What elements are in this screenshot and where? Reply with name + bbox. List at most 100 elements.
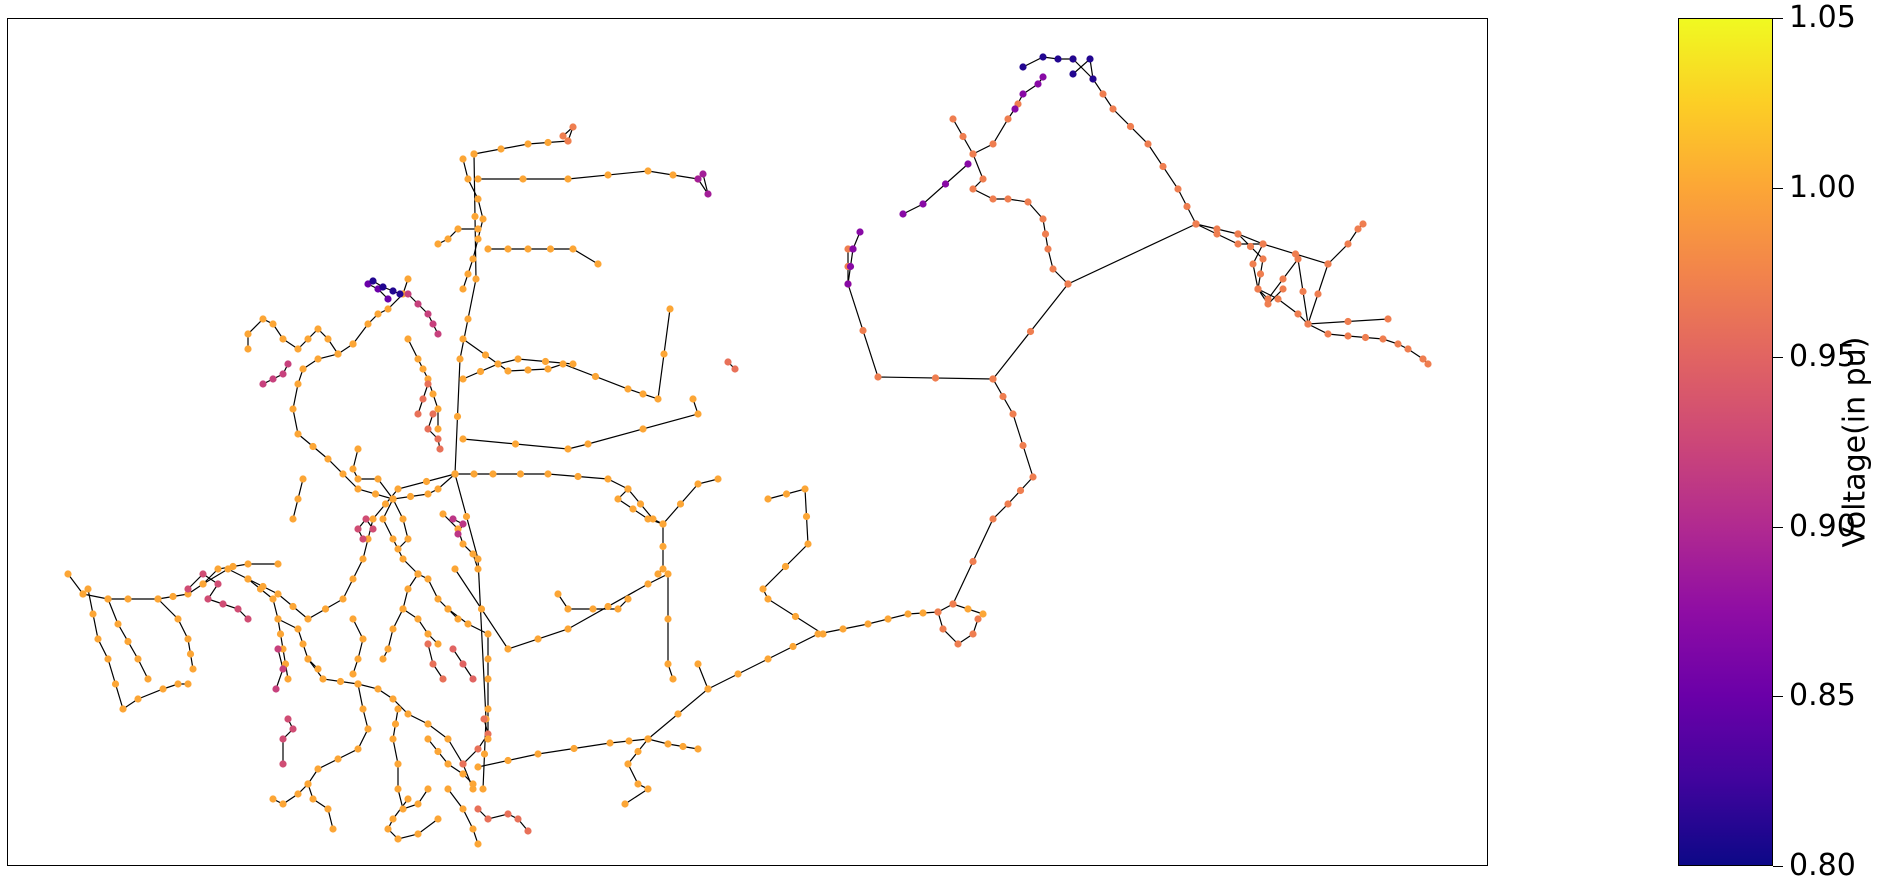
bus-node — [379, 283, 387, 291]
bus-node — [679, 742, 687, 751]
bus-node — [504, 645, 512, 653]
bus-node — [1314, 290, 1322, 298]
bus-node — [469, 785, 477, 793]
bus-node — [276, 630, 285, 638]
bus-node — [497, 145, 505, 153]
bus-node — [314, 765, 322, 773]
bus-node — [919, 609, 927, 617]
bus-node — [349, 340, 357, 348]
bus-node — [1299, 287, 1307, 296]
bus-node — [979, 175, 987, 183]
bus-node — [694, 480, 702, 488]
bus-node — [389, 625, 397, 633]
bus-node — [184, 590, 192, 598]
bus-node — [1159, 162, 1167, 171]
bus-node — [654, 570, 662, 578]
bus-node — [214, 580, 222, 588]
bus-node — [379, 515, 387, 523]
bus-node — [802, 512, 811, 521]
bus-node — [1384, 315, 1392, 323]
bus-node — [1419, 355, 1427, 363]
bus-node — [389, 695, 397, 703]
bus-node — [294, 495, 302, 503]
bus-node — [604, 171, 612, 179]
colorbar-tick — [1773, 18, 1783, 19]
bus-node — [1019, 441, 1027, 450]
bus-node — [959, 132, 967, 141]
bus-node — [469, 780, 477, 788]
bus-node — [519, 175, 527, 183]
bus-node — [1099, 90, 1107, 98]
bus-node — [624, 485, 632, 493]
bus-node — [1029, 473, 1037, 481]
colorbar-tick-label: 1.05 — [1789, 0, 1856, 35]
bus-node — [1279, 275, 1287, 283]
bus-node — [244, 345, 252, 353]
bus-node — [309, 442, 317, 451]
bus-node — [474, 840, 482, 848]
bus-node — [274, 590, 282, 598]
bus-node — [874, 373, 882, 381]
bus-node — [524, 827, 532, 835]
bus-node — [451, 565, 459, 573]
bus-node — [294, 345, 302, 353]
bus-node — [476, 367, 485, 376]
bus-node — [474, 225, 482, 233]
bus-node — [989, 140, 997, 148]
bus-node — [1004, 500, 1012, 508]
bus-node — [359, 705, 367, 713]
bus-node — [564, 137, 572, 145]
bus-node — [474, 235, 482, 243]
bus-node — [660, 350, 668, 358]
bus-node — [634, 780, 642, 788]
bus-node — [969, 185, 977, 193]
bus-node — [294, 380, 302, 388]
bus-node — [939, 625, 947, 633]
bus-node — [289, 515, 297, 523]
bus-node — [1039, 53, 1047, 61]
bus-node — [1016, 486, 1025, 495]
bus-node — [989, 195, 997, 203]
network-edge — [282, 718, 294, 764]
bus-node — [459, 155, 467, 163]
bus-node — [404, 585, 412, 593]
bus-node — [969, 557, 977, 566]
bus-node — [289, 405, 297, 413]
bus-node — [399, 555, 407, 563]
bus-node — [1264, 295, 1272, 303]
bus-node — [819, 630, 827, 638]
bus-node — [1011, 105, 1019, 113]
bus-node — [429, 320, 437, 328]
bus-node — [454, 530, 462, 538]
network-edge — [707, 603, 984, 690]
bus-node — [204, 595, 212, 603]
bus-node — [844, 245, 852, 253]
bus-node — [659, 542, 667, 551]
bus-node — [174, 680, 182, 688]
bus-node — [309, 795, 317, 803]
network-edge — [647, 663, 709, 740]
bus-node — [1086, 55, 1094, 63]
bus-node — [434, 425, 442, 433]
bus-node — [449, 645, 457, 653]
bus-node — [570, 744, 578, 753]
bus-node — [424, 380, 432, 388]
bus-node — [470, 470, 478, 478]
bus-node — [349, 615, 357, 623]
bus-node — [454, 525, 462, 533]
bus-node — [591, 372, 600, 381]
bus-node — [219, 600, 227, 608]
bus-node — [1324, 260, 1332, 268]
colorbar-tick — [1773, 187, 1783, 189]
bus-node — [1344, 332, 1352, 340]
bus-node — [364, 725, 372, 733]
bus-node — [569, 360, 577, 368]
network-edge — [67, 573, 84, 595]
bus-node — [472, 275, 480, 283]
plot-area — [7, 18, 1488, 866]
bus-node — [474, 745, 482, 753]
bus-node — [474, 805, 482, 813]
bus-node — [339, 470, 347, 478]
bus-node — [429, 410, 437, 418]
bus-node — [479, 215, 487, 223]
